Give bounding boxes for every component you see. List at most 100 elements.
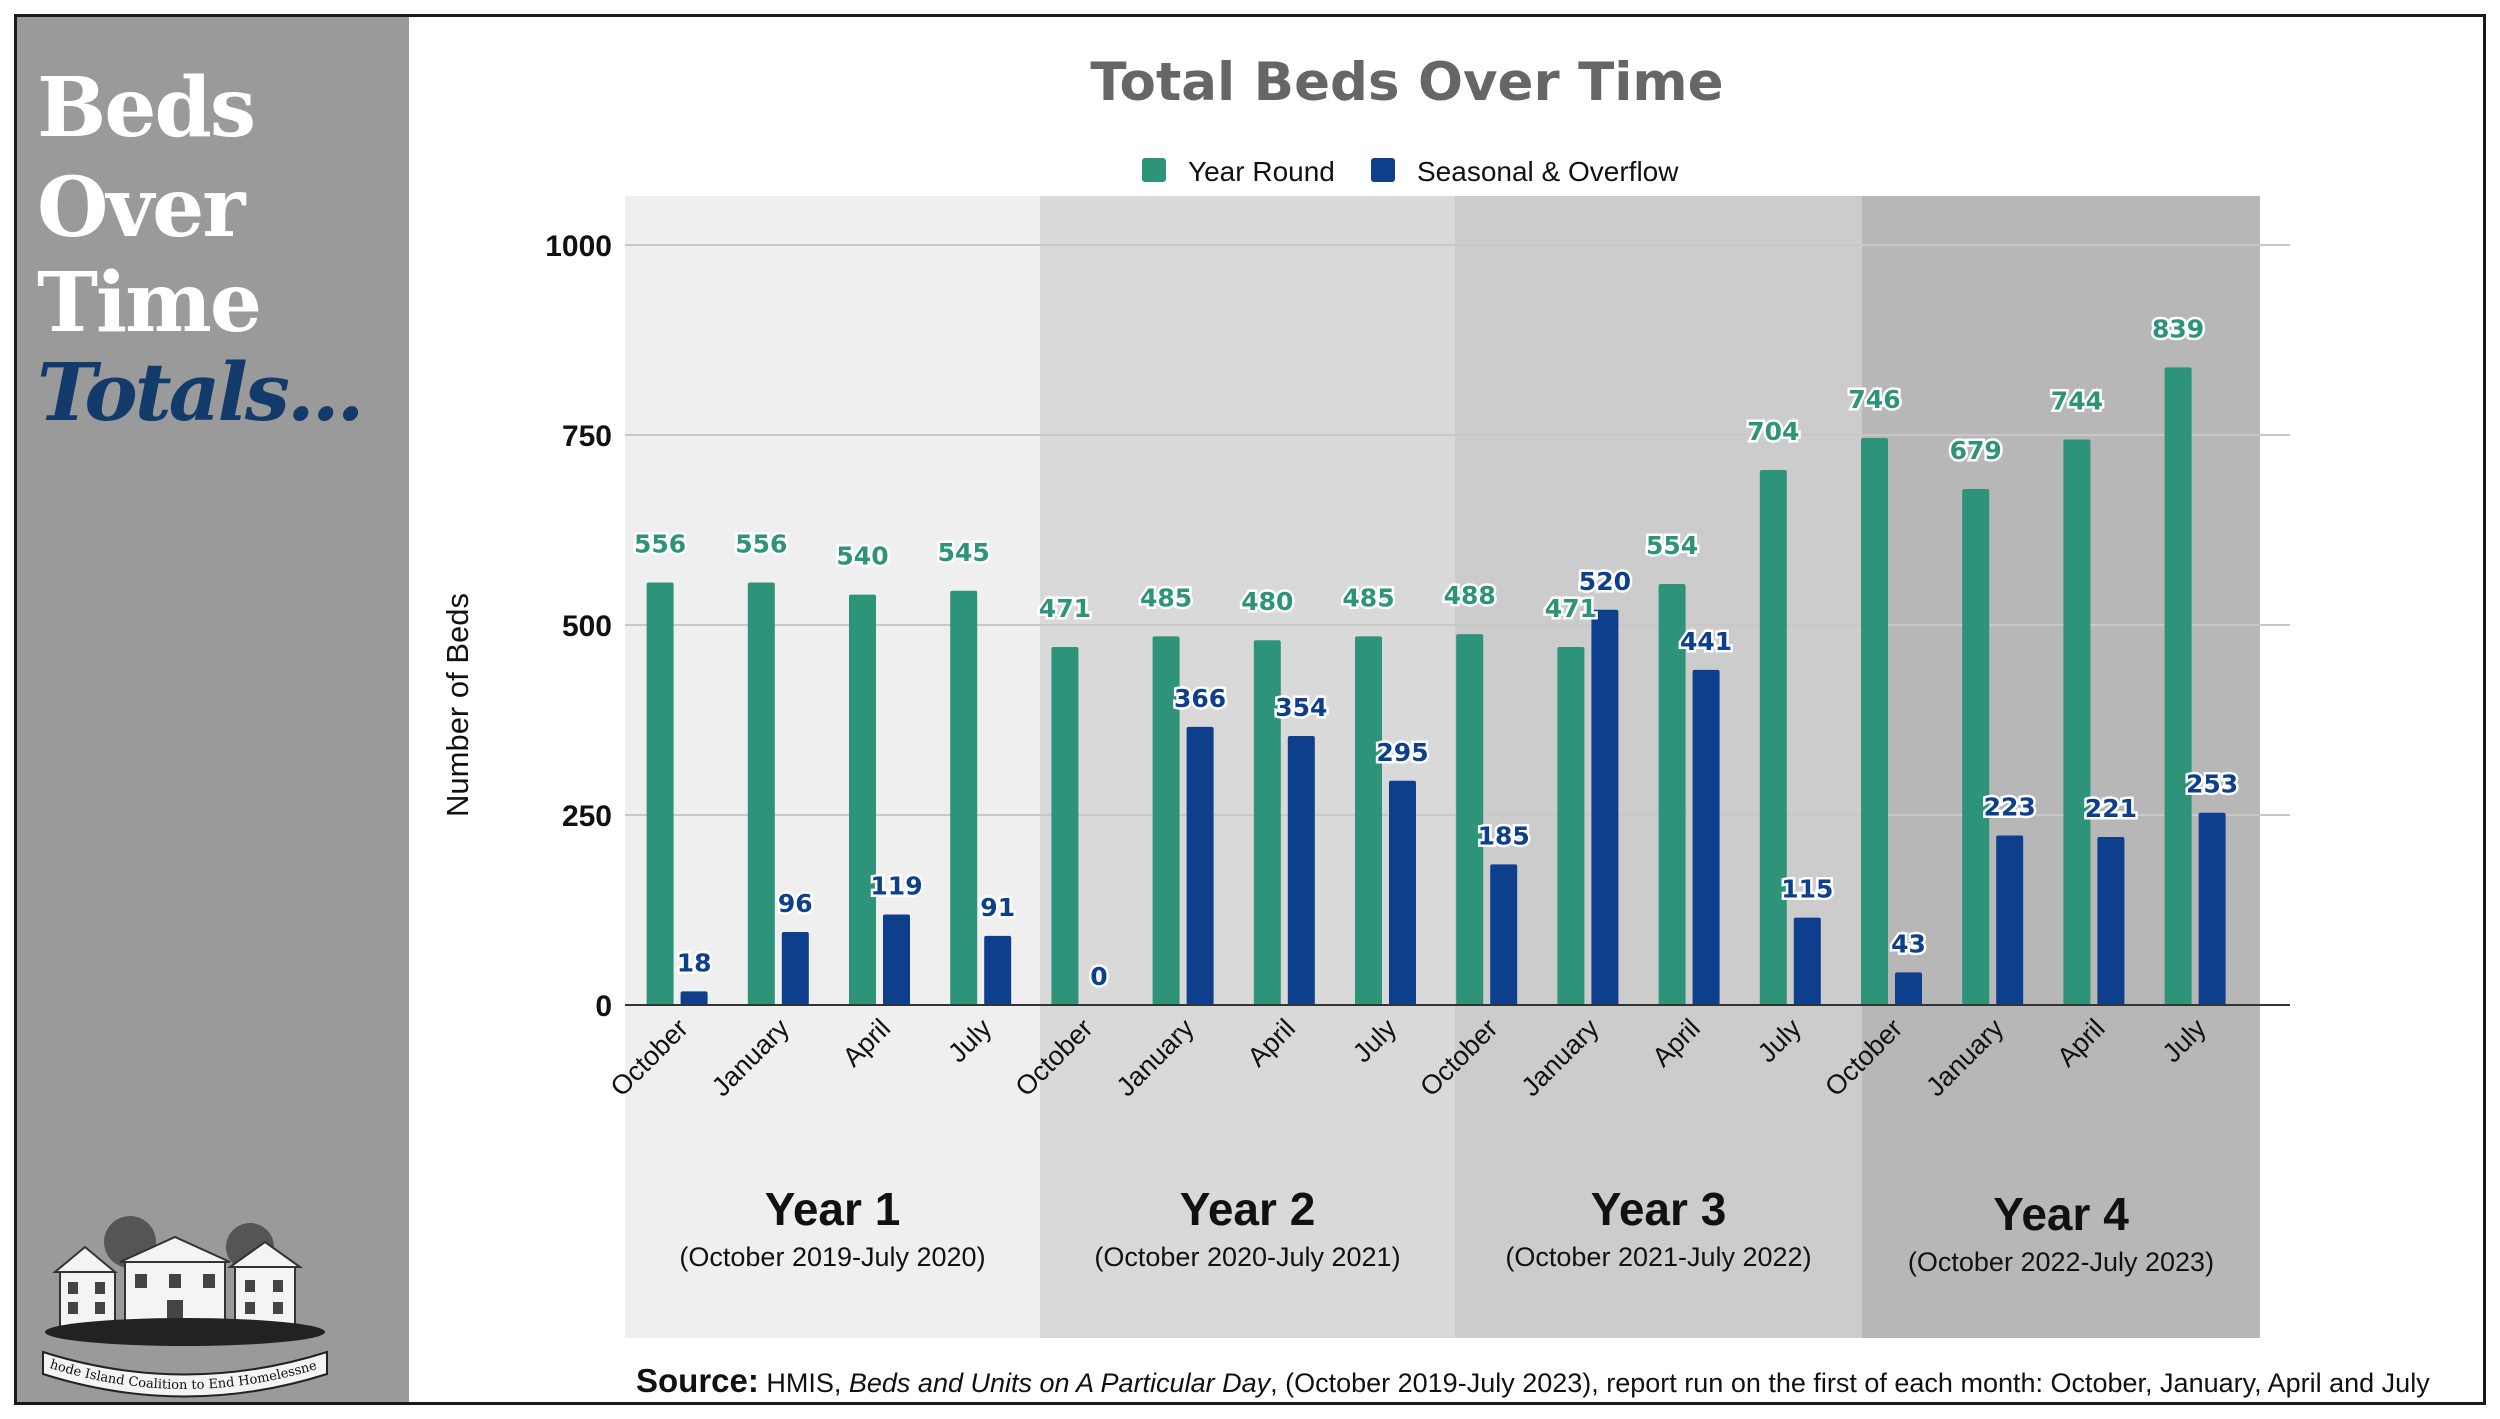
year-group-range: (October 2019-July 2020) (679, 1242, 985, 1272)
bar-seasonal (1793, 917, 1821, 1005)
year-group-range: (October 2021-July 2022) (1505, 1242, 1811, 1272)
bar-seasonal (1186, 726, 1214, 1005)
year-group-title: Year 3 (1591, 1183, 1727, 1235)
bar-value-label-year-round: 471 (1545, 594, 1597, 623)
bar-value-label-year-round: 839 (2152, 314, 2204, 343)
source-label: Source: (636, 1362, 759, 1399)
year-group-labels: Year 1 (October 2019-July 2020) Year 2 (Oct… (679, 1183, 2214, 1277)
bar-value-label-seasonal: 0 (1090, 962, 1107, 991)
sidebar-word-over: Over (37, 160, 245, 256)
bar-seasonal (2097, 837, 2125, 1005)
bar-year-round (1051, 647, 1079, 1005)
bar-value-label-seasonal: 18 (677, 948, 712, 977)
legend-swatch-seasonal (1371, 158, 1395, 182)
bar-seasonal (883, 914, 910, 1005)
y-tick-label: 250 (562, 800, 612, 833)
bar-year-round (2063, 439, 2091, 1005)
sidebar-word-beds: Beds (37, 60, 256, 156)
bar-value-label-year-round: 556 (735, 529, 787, 558)
bar-value-label-seasonal: 354 (1275, 693, 1327, 722)
y-axis-label: Number of Beds (440, 593, 475, 817)
year-band (1455, 196, 1862, 1338)
bar-seasonal (1287, 735, 1315, 1005)
coalition-logo: Rhode Island Coalition to End Homelessne… (35, 1202, 328, 1398)
bar-year-round (1658, 583, 1686, 1005)
bar-seasonal (1591, 609, 1619, 1005)
bar-seasonal (1490, 864, 1518, 1005)
sidebar: Beds Over Time Totals... Rhode (17, 17, 409, 1402)
bar-year-round (1152, 636, 1180, 1005)
bar-year-round (2164, 367, 2192, 1005)
legend-swatch-year-round (1142, 158, 1166, 182)
bar-value-label-seasonal: 115 (1781, 875, 1833, 904)
year-group-range: (October 2020-July 2021) (1094, 1242, 1400, 1272)
bar-value-label-year-round: 746 (1848, 385, 1900, 414)
year-group-title: Year 2 (1180, 1183, 1316, 1235)
source-italic-title: Beds and Units on A Particular Day (848, 1368, 1271, 1398)
bar-year-round (1253, 640, 1281, 1005)
legend-label-year-round: Year Round (1188, 156, 1335, 187)
bar-value-label-seasonal: 221 (2085, 794, 2137, 823)
bar-value-label-seasonal: 253 (2186, 770, 2238, 799)
bar-value-label-year-round: 488 (1444, 581, 1496, 610)
bar-value-label-year-round: 545 (938, 538, 990, 567)
bar-year-round (1962, 488, 1990, 1006)
y-tick-label: 1000 (545, 230, 612, 263)
bar-value-label-seasonal: 96 (778, 889, 813, 918)
y-axis-ticks: 0 250 500 750 1000 (545, 230, 612, 1023)
bar-year-round (1557, 647, 1585, 1005)
y-tick-label: 500 (562, 610, 612, 643)
y-tick-label: 750 (562, 420, 612, 453)
bar-year-round (646, 582, 674, 1005)
source-text-after: , (October 2019-July 2023), report run o… (1270, 1368, 2430, 1398)
year-band (1862, 196, 2260, 1338)
bar-year-round (1456, 634, 1484, 1005)
year-band (1040, 196, 1455, 1338)
bar-value-label-year-round: 704 (1747, 417, 1799, 446)
bar-seasonal (1996, 835, 2024, 1005)
bar-seasonal (1389, 780, 1416, 1005)
bar-year-round (747, 582, 775, 1005)
sidebar-word-time: Time (37, 255, 262, 351)
bar-value-label-year-round: 485 (1342, 583, 1394, 612)
bar-year-round (849, 594, 876, 1005)
bar-year-round (1759, 469, 1787, 1006)
year-group-range: (October 2022-July 2023) (1908, 1247, 2214, 1277)
sidebar-word-totals: Totals... (37, 345, 364, 439)
bar-seasonal (1895, 972, 1922, 1005)
bar-value-label-seasonal: 223 (1984, 793, 2036, 822)
bar-value-label-seasonal: 119 (870, 872, 922, 901)
bar-value-label-seasonal: 185 (1478, 821, 1530, 850)
bar-value-label-year-round: 480 (1241, 587, 1293, 616)
bar-value-label-year-round: 540 (836, 542, 888, 571)
bar-seasonal (2198, 812, 2226, 1005)
bar-value-label-seasonal: 520 (1579, 567, 1631, 596)
source-note: Source: HMIS, Beds and Units on A Partic… (636, 1362, 2430, 1400)
source-text-before: HMIS, (758, 1368, 849, 1398)
bar-seasonal (984, 935, 1012, 1005)
y-tick-label: 0 (595, 990, 612, 1023)
year-band (625, 196, 1040, 1338)
bar-value-label-year-round: 556 (634, 529, 686, 558)
bar-value-label-year-round: 485 (1140, 583, 1192, 612)
bar-value-label-seasonal: 441 (1680, 627, 1732, 656)
legend: Year Round Seasonal & Overflow (1142, 156, 1679, 187)
bar-seasonal (781, 932, 809, 1005)
bar-value-label-seasonal: 295 (1376, 738, 1428, 767)
bar-value-label-year-round: 554 (1646, 531, 1698, 560)
bar-value-labels: 556 18 556 96 540 119 545 91 471 0 485 366 480 354 485… (632, 312, 2241, 994)
bars (646, 367, 2226, 1006)
bar-seasonal (1692, 669, 1720, 1005)
chart-title: Total Beds Over Time (1090, 52, 1723, 113)
bar-value-label-seasonal: 91 (980, 893, 1015, 922)
bar-value-label-year-round: 471 (1039, 594, 1091, 623)
bar-year-round (950, 590, 978, 1005)
bar-value-label-seasonal: 366 (1174, 684, 1226, 713)
bar-value-label-year-round: 679 (1950, 436, 2002, 465)
year-group-title: Year 4 (1993, 1188, 2129, 1240)
bar-value-label-seasonal: 43 (1891, 929, 1926, 958)
bar-year-round (1861, 438, 1888, 1005)
legend-label-seasonal: Seasonal & Overflow (1417, 156, 1679, 187)
bar-year-round (1355, 636, 1382, 1005)
